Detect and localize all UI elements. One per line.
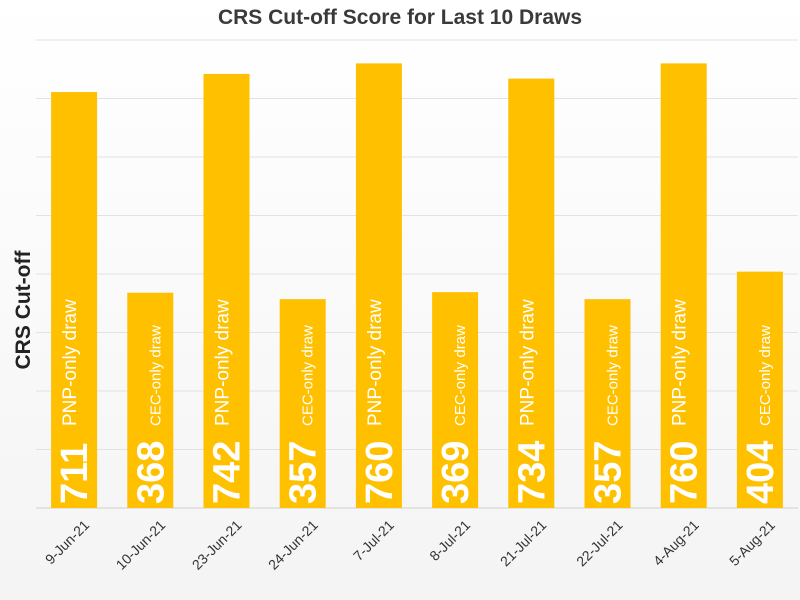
annotation-label: PNP-only draw bbox=[213, 299, 234, 426]
value-label: 711 bbox=[54, 443, 96, 504]
value-label: 760 bbox=[664, 441, 706, 504]
x-tick-label: 9-Jun-21 bbox=[42, 517, 93, 568]
annotation-label: CEC-only draw bbox=[757, 325, 774, 426]
value-label: 760 bbox=[359, 441, 401, 504]
value-label: 369 bbox=[435, 441, 477, 504]
value-label: 404 bbox=[740, 441, 782, 504]
annotation-label: CEC-only draw bbox=[147, 325, 164, 426]
chart-title: CRS Cut-off Score for Last 10 Draws bbox=[217, 6, 583, 29]
bar bbox=[584, 299, 631, 508]
x-tick-label: 23-Jun-21 bbox=[189, 517, 245, 573]
bar bbox=[127, 292, 174, 508]
bar bbox=[432, 292, 479, 508]
value-label: 742 bbox=[207, 441, 249, 504]
value-label: 368 bbox=[130, 441, 172, 504]
bar bbox=[355, 63, 402, 509]
annotation-label: PNP-only draw bbox=[670, 299, 691, 426]
x-tick-label: 10-Jun-21 bbox=[113, 517, 169, 573]
annotation-label: CEC-only draw bbox=[300, 325, 317, 426]
x-tick-label: 4-Aug-21 bbox=[650, 517, 702, 569]
annotation-label: PNP-only draw bbox=[517, 299, 538, 426]
bar bbox=[660, 63, 707, 509]
bar bbox=[51, 92, 98, 508]
annotation-label: CEC-only draw bbox=[605, 325, 622, 426]
annotation-label: PNP-only draw bbox=[365, 299, 386, 426]
bar bbox=[279, 299, 326, 508]
value-label: 357 bbox=[588, 441, 630, 504]
bar bbox=[203, 73, 250, 509]
x-tick-label: 5-Aug-21 bbox=[726, 517, 778, 569]
annotation-label: CEC-only draw bbox=[452, 325, 469, 426]
x-tick-labels: 9-Jun-21 10-Jun-21 23-Jun-21 24-Jun-21 7-Jul… bbox=[42, 517, 778, 573]
x-tick-label: 24-Jun-21 bbox=[265, 517, 321, 573]
bars: 711 PNP-only draw 368 CEC-only draw 742 PNP-o… bbox=[51, 63, 783, 509]
x-tick-label: 8-Jul-21 bbox=[426, 517, 473, 564]
annotation-label: PNP-only draw bbox=[60, 299, 81, 426]
bar bbox=[736, 271, 783, 508]
value-label: 734 bbox=[511, 441, 553, 504]
value-label: 357 bbox=[283, 441, 325, 504]
x-tick-label: 7-Jul-21 bbox=[350, 517, 397, 564]
bar bbox=[508, 78, 555, 509]
x-tick-label: 21-Jul-21 bbox=[497, 517, 550, 570]
x-tick-label: 22-Jul-21 bbox=[573, 517, 626, 570]
